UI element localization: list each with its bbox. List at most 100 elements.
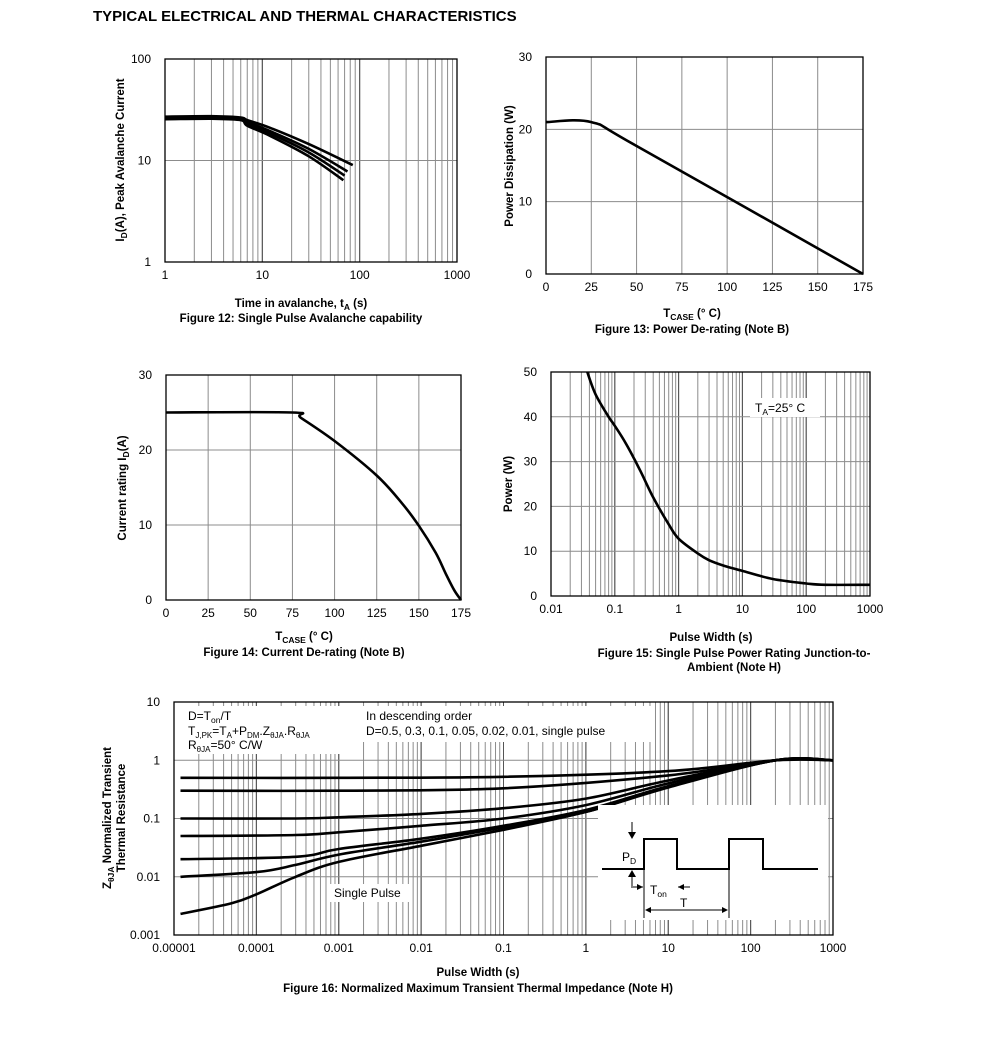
fig13-title: Figure 13: Power De-rating (Note B) [595, 324, 789, 336]
fig14-grid [165, 374, 462, 601]
x-tick-label: 0.1 [495, 941, 512, 955]
fig16-order-line1: In descending order [366, 709, 472, 723]
figure-12: 1 10 100 1000 1 10 100 Time in avalanche, tA (… [115, 52, 471, 325]
x-tick-label: 50 [244, 606, 258, 620]
x-tick-label: 10 [256, 268, 270, 282]
fig12-ticks: 1 10 100 1000 1 10 100 [131, 52, 471, 282]
pulse-ton-arrow-left-head [637, 884, 643, 890]
y-tick-label: 30 [524, 455, 538, 469]
x-tick-label: 25 [201, 606, 215, 620]
y-tick-label: 0.01 [137, 870, 161, 884]
fig12-series [164, 114, 354, 182]
fig12-xlabel: Time in avalanche, tA (s) [235, 298, 368, 312]
x-tick-label: 125 [762, 280, 782, 294]
y-tick-label: 10 [138, 154, 152, 168]
fig16-note-tj: TJ,PK=TA+PDM.ZθJA.RθJA [188, 724, 310, 740]
fig16-ylabel-1: ZθJA Normalized Transient [102, 747, 116, 889]
x-tick-label: 0.1 [606, 602, 623, 616]
x-tick-label: 25 [585, 280, 599, 294]
y-tick-label: 0 [530, 589, 537, 603]
x-tick-label: 10 [736, 602, 750, 616]
fig15-plot-border [550, 371, 871, 597]
y-tick-label: 10 [147, 695, 161, 709]
pulse-pd-label: PD [622, 850, 636, 866]
single-pulse-label: Single Pulse [334, 886, 401, 900]
fig15-xlabel: Pulse Width (s) [670, 632, 753, 644]
fig13-plot-border [545, 56, 864, 275]
fig15-title-line1: Figure 15: Single Pulse Power Rating Jun… [598, 648, 871, 660]
fig13-xlabel: TCASE (° C) [663, 308, 721, 322]
x-tick-label: 1000 [857, 602, 884, 616]
series-line [180, 756, 834, 916]
pulse-waveform [602, 838, 818, 870]
y-tick-label: 0.001 [130, 928, 160, 942]
series-line [164, 117, 345, 182]
y-tick-label: 1 [144, 255, 151, 269]
figure-15: TA=25° C 0.01 0.1 1 10 100 1000 0 10 20 30 40 50 Pu… [503, 365, 884, 674]
x-tick-label: 50 [630, 280, 644, 294]
fig13-grid [545, 56, 864, 275]
x-tick-label: 100 [741, 941, 761, 955]
fig13-ylabel: Power Dissipation (W) [504, 105, 516, 227]
pulse-t-arrow-left-head [645, 907, 651, 913]
y-tick-label: 20 [519, 122, 533, 136]
fig16-note-d: D=Ton/T [188, 709, 232, 725]
x-tick-label: 150 [808, 280, 828, 294]
figure-14: 0 25 50 75 100 125 150 175 0 10 20 30 TCASE (° C) F… [117, 368, 471, 659]
fig14-ticks: 0 25 50 75 100 125 150 175 0 10 20 30 [139, 368, 472, 620]
fig15-ylabel: Power (W) [503, 456, 515, 512]
y-tick-label: 20 [139, 443, 153, 457]
fig14-plot-border [165, 374, 462, 601]
y-tick-label: 0 [145, 593, 152, 607]
pulse-arrow-top-head [628, 832, 636, 839]
fig15-grid [550, 371, 871, 597]
fig15-series [586, 371, 871, 587]
x-tick-label: 100 [350, 268, 370, 282]
x-tick-label: 0 [163, 606, 170, 620]
fig15-title-line2: Ambient (Note H) [687, 662, 781, 674]
page-title: TYPICAL ELECTRICAL AND THERMAL CHARACTER… [93, 8, 517, 25]
fig16-title: Figure 16: Normalized Maximum Transient … [283, 983, 673, 995]
y-tick-label: 1 [153, 753, 160, 767]
x-tick-label: 10 [662, 941, 676, 955]
fig15-annotation-bg [750, 398, 820, 417]
pulse-arrow-bottom-head [628, 870, 636, 877]
fig15-ticks: 0.01 0.1 1 10 100 1000 0 10 20 30 40 50 [524, 365, 884, 616]
x-tick-label: 175 [853, 280, 873, 294]
fig16-inset-bg [598, 805, 828, 920]
fig16-note-left-bg [183, 706, 355, 754]
x-tick-label: 75 [286, 606, 300, 620]
x-tick-label: 0.0001 [238, 941, 275, 955]
fig16-series [180, 756, 834, 916]
fig16-plot-border [173, 701, 834, 936]
fig13-series [545, 119, 864, 276]
fig12-grid [164, 58, 458, 262]
pulse-t-arrow-right-head [722, 907, 728, 913]
series-line [586, 371, 871, 587]
x-tick-label: 150 [409, 606, 429, 620]
fig14-ylabel: Current rating ID(A) [117, 435, 131, 540]
x-tick-label: 0.01 [539, 602, 563, 616]
fig16-ylabel-2: Thermal Resistance [116, 764, 128, 873]
fig14-series [165, 410, 463, 601]
pulse-diagram [602, 822, 818, 918]
pulse-ton-label: Ton [650, 883, 667, 899]
x-tick-label: 100 [796, 602, 816, 616]
y-tick-label: 0 [525, 267, 532, 281]
x-tick-label: 1 [675, 602, 682, 616]
fig15-annotation: TA=25° C [755, 401, 806, 417]
y-tick-label: 100 [131, 52, 151, 66]
x-tick-label: 0.01 [409, 941, 433, 955]
y-tick-label: 30 [139, 368, 153, 382]
fig16-note-r: RθJA=50° C/W [188, 738, 263, 754]
series-line [164, 116, 346, 177]
x-tick-label: 0 [543, 280, 550, 294]
y-tick-label: 10 [519, 195, 533, 209]
figure-16: PD Ton T Single Pulse D=Ton/T TJ,PK=TA+P… [102, 695, 847, 995]
series-line [165, 410, 463, 601]
fig12-ylabel: ID(A), Peak Avalanche Current [115, 78, 129, 241]
x-tick-label: 1 [583, 941, 590, 955]
pulse-t-label: T [680, 896, 688, 910]
x-tick-label: 100 [717, 280, 737, 294]
fig16-order-line2: D=0.5, 0.3, 0.1, 0.05, 0.02, 0.01, singl… [366, 724, 605, 738]
